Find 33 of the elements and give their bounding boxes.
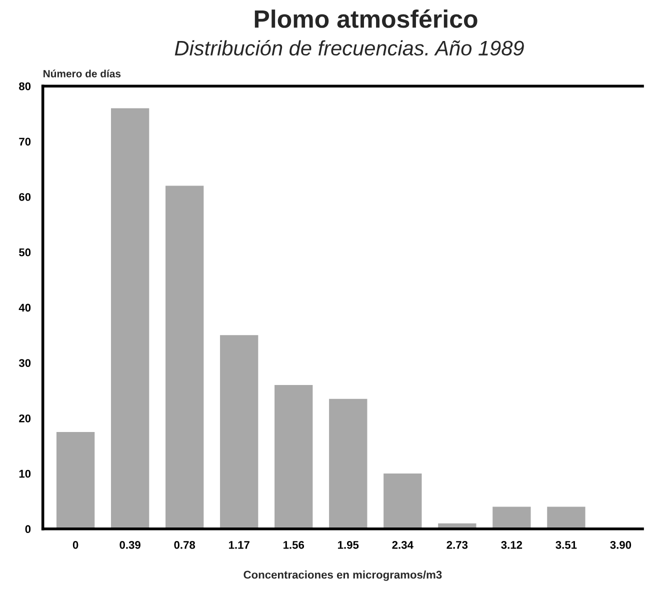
x-tick-label: 0.78 [174,541,196,549]
bar [274,384,313,529]
x-tick-label: 3.51 [556,541,577,549]
y-tick-label: 30 [18,359,31,367]
bar [166,186,204,529]
x-tick-label: 0.39 [120,541,140,549]
x-tick-label: 2.34 [392,541,414,549]
x-tick-label: 1.17 [228,541,250,549]
x-tick-label: 1.95 [338,541,359,549]
x-axis-title: Concentraciones en microgramos/m3 [244,570,442,581]
bar [384,474,422,529]
x-tick-label: 0 [72,541,78,549]
chart-title: Plomo atmosférico [254,9,478,28]
y-tick-label: 70 [19,138,31,146]
y-tick-label: 40 [18,304,31,312]
y-tick-label: 80 [19,82,31,90]
x-tick-label: 1.56 [284,541,304,549]
chart-subtitle: Distribución de frecuencias. Año 1989 [174,40,524,56]
x-tick-label: 3.90 [610,541,632,549]
y-tick-label: 0 [25,525,31,534]
bar [492,506,531,529]
y-tick-label: 60 [19,193,31,201]
bar [329,398,368,529]
bar [547,506,586,529]
y-tick-label: 10 [19,470,31,478]
bar [220,335,258,529]
x-tick-label: 3.12 [501,541,522,549]
y-axis-title: Número de días [44,70,121,78]
bar [56,432,95,529]
x-tick-label: 2.73 [446,541,468,549]
y-tick-label: 50 [19,248,31,256]
bar [110,108,150,529]
y-tick-label: 20 [19,414,31,422]
